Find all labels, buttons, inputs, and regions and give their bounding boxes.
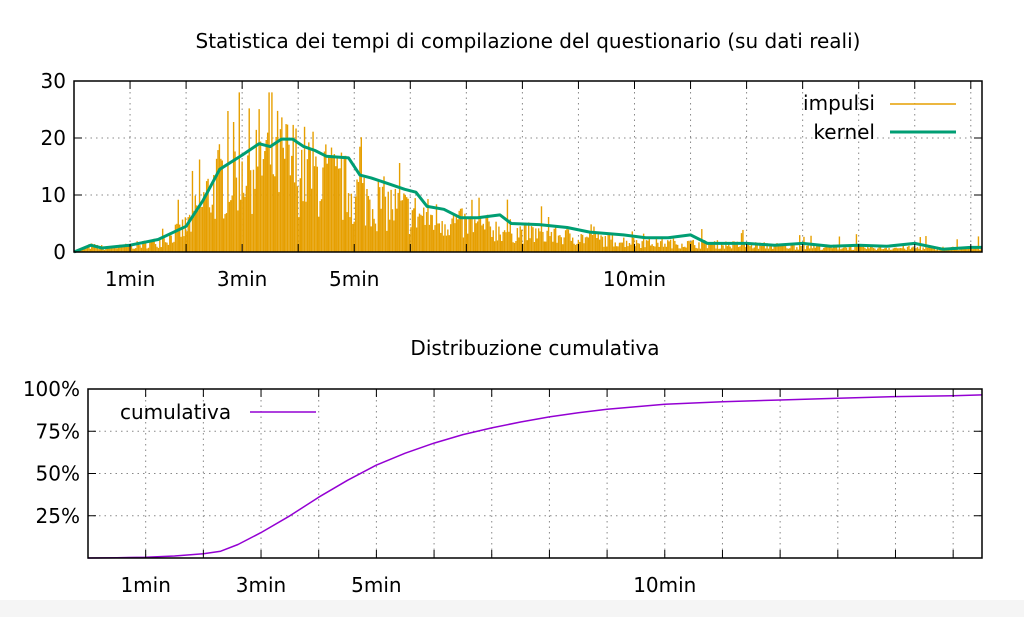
chart-title: Distribuzione cumulativa	[410, 336, 659, 360]
top-xtick-label: 1min	[105, 267, 155, 291]
top-ytick-label: 20	[41, 126, 66, 150]
bottom-xtick-label: 3min	[236, 573, 286, 597]
kernel-series	[73, 137, 982, 254]
top-ytick-label: 30	[41, 69, 66, 93]
footer-strip	[0, 600, 1024, 617]
bottom-ytick-label: 75%	[36, 419, 80, 443]
legend: cumulativa	[120, 400, 316, 424]
grid	[74, 81, 982, 252]
chart-title: Statistica dei tempi di compilazione del…	[196, 29, 861, 53]
x-axis-ticks: 1min 3min 5min 10min	[87, 389, 954, 597]
plot-border	[73, 80, 983, 253]
legend-label-cumulativa: cumulativa	[120, 400, 231, 424]
bottom-ytick-label: 25%	[36, 504, 80, 528]
cumulative-chart: Distribuzione cumulativa 25% 50% 75% 100% 1…	[23, 336, 983, 597]
legend-label-impulsi: impulsi	[803, 91, 875, 115]
cumulative-series	[87, 394, 983, 559]
legend: impulsi kernel	[803, 91, 956, 144]
top-xtick-label: 3min	[217, 267, 267, 291]
y-axis-ticks: 25% 50% 75% 100%	[23, 377, 982, 528]
top-ytick-label: 10	[41, 183, 66, 207]
y-axis-ticks: 0 10 20 30	[41, 69, 982, 264]
bottom-ytick-label: 50%	[36, 462, 80, 486]
histogram-chart: Statistica dei tempi di compilazione del…	[41, 29, 983, 291]
top-xtick-label: 5min	[329, 267, 379, 291]
kernel-line	[73, 137, 982, 254]
top-xtick-label: 10min	[603, 267, 666, 291]
x-axis-ticks: 1min 3min 5min 10min	[73, 81, 972, 291]
top-ytick-label: 0	[53, 240, 66, 264]
impulses-series	[74, 92, 982, 252]
bottom-xtick-label: 5min	[351, 573, 401, 597]
cumulative-line	[87, 394, 983, 559]
bottom-xtick-label: 10min	[633, 573, 696, 597]
bottom-ytick-label: 100%	[23, 377, 80, 401]
grid	[88, 389, 982, 558]
bottom-xtick-label: 1min	[120, 573, 170, 597]
legend-label-kernel: kernel	[813, 120, 875, 144]
